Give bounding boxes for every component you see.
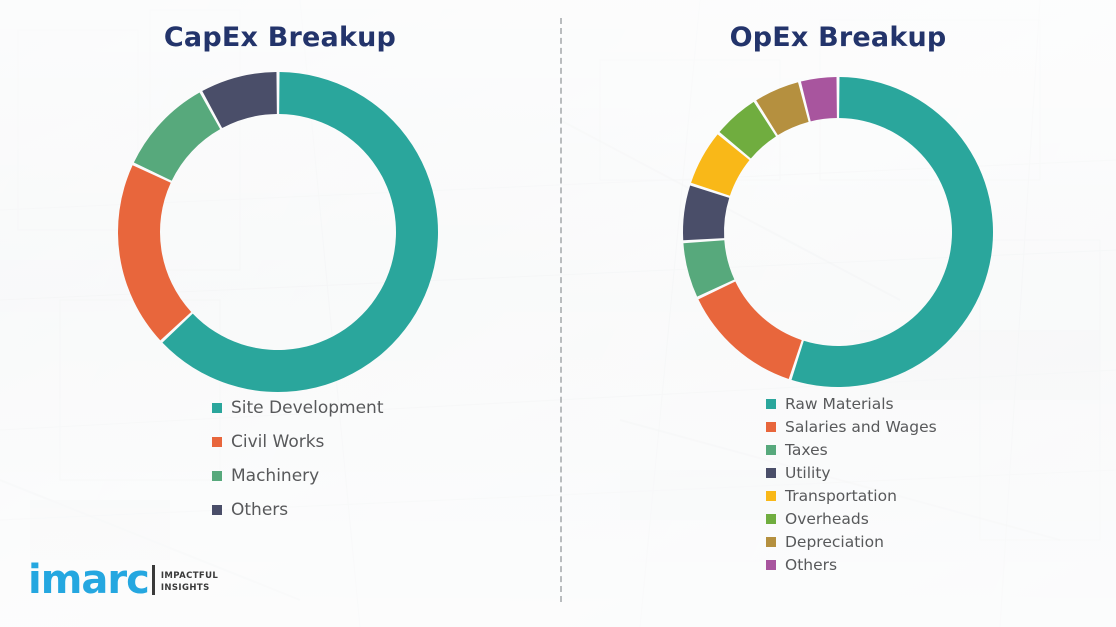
- legend-item-label: Civil Works: [231, 432, 325, 452]
- legend-item[interactable]: Depreciation: [766, 530, 937, 553]
- logo-tagline: IMPACTFUL INSIGHTS: [161, 571, 218, 594]
- legend-color-swatch: [212, 437, 222, 447]
- legend-item-label: Salaries and Wages: [785, 417, 937, 436]
- donut-slice[interactable]: [719, 101, 776, 159]
- legend-color-swatch: [212, 505, 222, 515]
- logo-tagline-line2: INSIGHTS: [160, 582, 210, 593]
- panel-divider: [560, 18, 562, 602]
- donut-slice[interactable]: [698, 281, 802, 379]
- legend-color-swatch: [766, 559, 776, 570]
- donut-slice[interactable]: [691, 134, 750, 196]
- legend-color-swatch: [766, 536, 776, 547]
- legend-color-swatch: [766, 490, 776, 501]
- donut-slice[interactable]: [133, 92, 221, 181]
- legend-item-label: Site Development: [231, 398, 384, 418]
- opex-chart-title: OpEx Breakup: [729, 22, 947, 53]
- legend-item-label: Depreciation: [785, 532, 884, 551]
- imarc-logo: imarc IMPACTFUL INSIGHTS: [28, 557, 218, 603]
- legend-item[interactable]: Taxes: [766, 438, 937, 461]
- legend-item-label: Transportation: [785, 486, 897, 505]
- legend-item-label: Taxes: [785, 440, 828, 459]
- legend-item[interactable]: Civil Works: [212, 425, 384, 459]
- donut-slice[interactable]: [117, 165, 192, 341]
- legend-color-swatch: [766, 398, 776, 409]
- donut-slice[interactable]: [202, 72, 277, 129]
- logo-tagline-line1: IMPACTFUL: [160, 571, 219, 582]
- legend-item-label: Raw Materials: [785, 394, 894, 413]
- capex-chart-title: CapEx Breakup: [163, 22, 397, 53]
- legend-item[interactable]: Salaries and Wages: [766, 415, 937, 438]
- legend-item-label: Others: [785, 555, 838, 574]
- donut-slice[interactable]: [682, 185, 730, 241]
- donut-slice[interactable]: [683, 240, 735, 297]
- legend-color-swatch: [212, 471, 222, 481]
- legend-color-swatch: [766, 444, 776, 455]
- legend-color-swatch: [212, 403, 222, 413]
- legend-item-label: Others: [231, 500, 289, 520]
- legend-item[interactable]: Others: [766, 553, 937, 576]
- legend-item[interactable]: Others: [212, 493, 384, 527]
- logo-wordmark: imarc: [28, 557, 150, 603]
- donut-slice[interactable]: [791, 77, 993, 387]
- legend-item[interactable]: Overheads: [766, 507, 937, 530]
- logo-divider-bar: [151, 565, 155, 595]
- legend-color-swatch: [766, 467, 776, 478]
- donut-slice[interactable]: [800, 77, 837, 122]
- legend-item-label: Machinery: [231, 466, 320, 486]
- legend-item[interactable]: Utility: [766, 461, 937, 484]
- opex-panel: OpEx Breakup: [560, 0, 1116, 627]
- legend-item-label: Utility: [785, 463, 831, 482]
- legend-color-swatch: [766, 513, 776, 524]
- legend-item-label: Overheads: [785, 509, 869, 528]
- capex-legend: Site Development Civil Works Machinery Othe…: [212, 391, 384, 527]
- donut-slice[interactable]: [756, 82, 809, 136]
- legend-item[interactable]: Transportation: [766, 484, 937, 507]
- capex-donut-chart: [117, 72, 439, 392]
- legend-item[interactable]: Machinery: [212, 459, 384, 493]
- capex-panel: CapEx Breakup: [163, 22, 397, 53]
- opex-donut-chart: [682, 77, 993, 387]
- donut-slice[interactable]: [162, 72, 439, 392]
- legend-color-swatch: [766, 421, 776, 432]
- legend-item[interactable]: Raw Materials: [766, 392, 937, 415]
- legend-item[interactable]: Site Development: [212, 391, 384, 425]
- opex-legend: Raw Materials Salaries and Wages Taxes Util…: [766, 392, 937, 576]
